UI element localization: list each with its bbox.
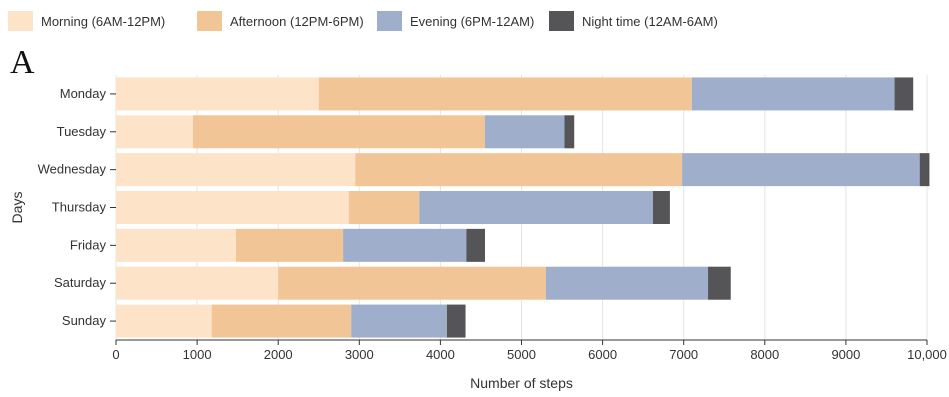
bar-wednesday-series-2 xyxy=(682,153,920,187)
bar-saturday-series-1 xyxy=(278,266,546,300)
y-tick-label-0: Monday xyxy=(60,86,107,101)
bar-tuesday-series-0 xyxy=(116,115,194,149)
bar-friday-series-0 xyxy=(116,228,237,262)
x-tick-label-10: 10,000 xyxy=(907,347,947,362)
legend-label-evening: Evening (6PM-12AM) xyxy=(410,13,535,29)
legend-label-afternoon: Afternoon (12PM-6PM) xyxy=(230,13,364,29)
bar-friday-series-2 xyxy=(343,228,467,262)
y-tick-label-3: Thursday xyxy=(52,200,107,215)
bar-sunday-series-3 xyxy=(446,304,466,338)
panel-label: A xyxy=(10,44,35,81)
x-tick-label-2: 2000 xyxy=(264,347,293,362)
x-tick-label-4: 4000 xyxy=(426,347,455,362)
y-tick-label-4: Friday xyxy=(70,237,107,252)
legend-swatch-evening xyxy=(377,11,402,31)
bar-thursday-series-0 xyxy=(116,191,349,224)
chart-legend: Morning (6AM-12PM) Afternoon (12PM-6PM) … xyxy=(0,8,949,34)
bar-sunday-series-0 xyxy=(116,304,212,338)
bar-sunday-series-2 xyxy=(351,304,447,338)
bar-monday-series-2 xyxy=(691,77,895,111)
bar-monday-series-3 xyxy=(894,77,914,111)
y-tick-label-1: Tuesday xyxy=(57,124,107,139)
x-tick-label-3: 3000 xyxy=(345,347,374,362)
y-tick-label-5: Saturday xyxy=(54,275,107,290)
x-tick-label-1: 1000 xyxy=(183,347,212,362)
x-tick-label-5: 5000 xyxy=(507,347,536,362)
x-tick-label-6: 6000 xyxy=(588,347,617,362)
x-tick-label-0: 0 xyxy=(112,347,119,362)
bar-tuesday-series-3 xyxy=(564,115,575,149)
legend-item-afternoon: Afternoon (12PM-6PM) xyxy=(197,8,364,34)
legend-swatch-afternoon xyxy=(197,11,222,31)
legend-item-evening: Evening (6PM-12AM) xyxy=(377,8,534,34)
bar-wednesday-series-0 xyxy=(116,153,356,187)
bar-saturday-series-2 xyxy=(545,266,709,300)
bar-friday-series-1 xyxy=(236,228,344,262)
legend-label-night: Night time (12AM-6AM) xyxy=(582,13,718,29)
bar-saturday-series-3 xyxy=(708,266,731,300)
bar-monday-series-0 xyxy=(116,77,319,111)
bar-thursday-series-3 xyxy=(652,191,670,224)
x-tick-label-9: 9000 xyxy=(831,347,860,362)
legend-swatch-morning xyxy=(8,11,33,31)
x-tick-label-7: 7000 xyxy=(669,347,698,362)
legend-swatch-night xyxy=(549,11,574,31)
legend-label-morning: Morning (6AM-12PM) xyxy=(41,13,166,29)
y-axis-title: Days xyxy=(9,192,25,224)
bar-monday-series-1 xyxy=(318,77,692,111)
legend-item-night: Night time (12AM-6AM) xyxy=(549,8,718,34)
bar-saturday-series-0 xyxy=(116,266,279,300)
bar-thursday-series-1 xyxy=(348,191,420,224)
bar-thursday-series-2 xyxy=(419,191,653,224)
bar-tuesday-series-2 xyxy=(485,115,565,149)
bar-friday-series-3 xyxy=(466,228,486,262)
bar-sunday-series-1 xyxy=(211,304,352,338)
x-axis-title: Number of steps xyxy=(470,375,573,391)
bar-tuesday-series-1 xyxy=(193,115,486,149)
legend-item-morning: Morning (6AM-12PM) xyxy=(8,8,165,34)
y-tick-label-6: Sunday xyxy=(62,313,107,328)
bar-wednesday-series-3 xyxy=(919,153,930,187)
bar-wednesday-series-1 xyxy=(355,153,683,187)
x-tick-label-8: 8000 xyxy=(750,347,779,362)
y-tick-label-2: Wednesday xyxy=(38,162,107,177)
